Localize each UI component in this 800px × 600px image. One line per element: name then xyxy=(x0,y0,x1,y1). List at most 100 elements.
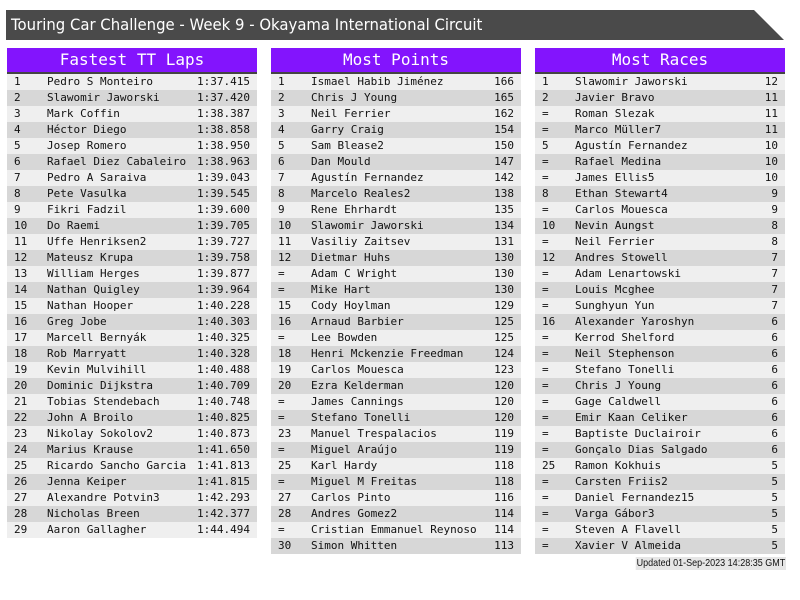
driver-name: Steven A Flavell xyxy=(575,523,681,536)
row-value: 1:37.420 xyxy=(197,91,250,104)
row-rank: = xyxy=(542,203,549,216)
table-row: 2 Chris J Young 165 xyxy=(271,90,521,106)
driver-name: Nathan Quigley xyxy=(47,283,140,296)
row-rank: 27 xyxy=(278,491,292,504)
row-rank: = xyxy=(542,395,549,408)
row-value: 1:44.494 xyxy=(197,523,250,536)
driver-name: Mark Coffin xyxy=(47,107,120,120)
table-row: 28 Nicholas Breen 1:42.377 xyxy=(7,506,257,522)
driver-name: Marco Müller7 xyxy=(575,123,662,136)
row-value: 125 xyxy=(494,331,514,344)
row-rank: 28 xyxy=(14,507,28,520)
row-rank: 28 xyxy=(278,507,292,520)
row-rank: 2 xyxy=(14,91,21,104)
row-value: 1:38.950 xyxy=(197,139,250,152)
row-rank: 2 xyxy=(542,91,549,104)
row-value: 7 xyxy=(771,267,778,280)
table-row: 2 Slawomir Jaworski 1:37.420 xyxy=(7,90,257,106)
table-row: 5 Josep Romero 1:38.950 xyxy=(7,138,257,154)
driver-name: Gonçalo Dias Salgado xyxy=(575,443,708,456)
table-row: = Rafael Medina 10 xyxy=(535,154,785,170)
row-value: 6 xyxy=(771,315,778,328)
row-value: 6 xyxy=(771,411,778,424)
row-value: 1:39.758 xyxy=(197,251,250,264)
driver-name: Carlos Pinto xyxy=(311,491,391,504)
table-row: 9 Fikri Fadzil 1:39.600 xyxy=(7,202,257,218)
row-value: 166 xyxy=(494,75,514,88)
row-rank: 18 xyxy=(278,347,292,360)
table-row: = Steven A Flavell 5 xyxy=(535,522,785,538)
row-value: 1:40.328 xyxy=(197,347,250,360)
driver-name: Karl Hardy xyxy=(311,459,378,472)
row-value: 113 xyxy=(494,539,514,552)
row-value: 147 xyxy=(494,155,514,168)
row-rank: 18 xyxy=(14,347,28,360)
row-value: 1:39.043 xyxy=(197,171,250,184)
driver-name: Emir Kaan Celiker xyxy=(575,411,688,424)
row-rank: 5 xyxy=(542,139,549,152)
row-value: 1:40.303 xyxy=(197,315,250,328)
driver-name: Varga Gábor3 xyxy=(575,507,655,520)
row-rank: 8 xyxy=(542,187,549,200)
row-value: 1:42.377 xyxy=(197,507,250,520)
table-row: 16 Alexander Yaroshyn 6 xyxy=(535,314,785,330)
table-row: = Xavier V Almeida 5 xyxy=(535,538,785,554)
table-row: 29 Aaron Gallagher 1:44.494 xyxy=(7,522,257,538)
row-value: 6 xyxy=(771,379,778,392)
row-value: 8 xyxy=(771,219,778,232)
row-value: 1:39.727 xyxy=(197,235,250,248)
table-title: Most Races xyxy=(535,48,785,74)
driver-name: Marius Krause xyxy=(47,443,134,456)
row-value: 1:39.877 xyxy=(197,267,250,280)
driver-name: Josep Romero xyxy=(47,139,127,152)
driver-name: Ricardo Sancho Garcia xyxy=(47,459,187,472)
row-rank: = xyxy=(542,267,549,280)
most-races-table: Most Races 1 Slawomir Jaworski 12 2 Javier B… xyxy=(535,48,785,554)
driver-name: Xavier V Almeida xyxy=(575,539,681,552)
driver-name: Ethan Stewart4 xyxy=(575,187,668,200)
driver-name: Stefano Tonelli xyxy=(575,363,675,376)
row-rank: 29 xyxy=(14,523,28,536)
table-row: = Stefano Tonelli 120 xyxy=(271,410,521,426)
table-row: 28 Andres Gomez2 114 xyxy=(271,506,521,522)
row-value: 1:38.387 xyxy=(197,107,250,120)
row-rank: 27 xyxy=(14,491,28,504)
table-row: = Emir Kaan Celiker 6 xyxy=(535,410,785,426)
row-rank: 17 xyxy=(14,331,28,344)
row-rank: 12 xyxy=(542,251,556,264)
table-row: 12 Andres Stowell 7 xyxy=(535,250,785,266)
driver-name: Dietmar Huhs xyxy=(311,251,391,264)
title-bar: Touring Car Challenge - Week 9 - Okayama… xyxy=(6,10,784,40)
row-rank: = xyxy=(542,523,549,536)
driver-name: Andres Gomez2 xyxy=(311,507,398,520)
driver-name: Aaron Gallagher xyxy=(47,523,147,536)
table-row: = Adam C Wright 130 xyxy=(271,266,521,282)
row-rank: 3 xyxy=(278,107,285,120)
row-rank: 16 xyxy=(14,315,28,328)
row-rank: = xyxy=(542,411,549,424)
table-row: 13 William Herges 1:39.877 xyxy=(7,266,257,282)
table-row: = Marco Müller7 11 xyxy=(535,122,785,138)
table-row: 26 Jenna Keiper 1:41.815 xyxy=(7,474,257,490)
driver-name: Tobias Stendebach xyxy=(47,395,160,408)
row-value: 119 xyxy=(494,427,514,440)
table-row: 18 Henri Mckenzie Freedman 124 xyxy=(271,346,521,362)
most-points-table: Most Points 1 Ismael Habib Jiménez 166 2 Chr… xyxy=(271,48,521,554)
row-value: 116 xyxy=(494,491,514,504)
row-value: 1:40.228 xyxy=(197,299,250,312)
driver-name: Do Raemi xyxy=(47,219,100,232)
row-rank: 12 xyxy=(14,251,28,264)
table-row: = Lee Bowden 125 xyxy=(271,330,521,346)
row-value: 1:42.293 xyxy=(197,491,250,504)
table-row: 20 Dominic Dijkstra 1:40.709 xyxy=(7,378,257,394)
table-row: 7 Pedro A Saraiva 1:39.043 xyxy=(7,170,257,186)
row-rank: 10 xyxy=(14,219,28,232)
row-rank: = xyxy=(542,107,549,120)
row-value: 1:40.748 xyxy=(197,395,250,408)
row-rank: 8 xyxy=(278,187,285,200)
table-row: 5 Agustín Fernandez 10 xyxy=(535,138,785,154)
row-value: 1:40.873 xyxy=(197,427,250,440)
table-row: 12 Mateusz Krupa 1:39.758 xyxy=(7,250,257,266)
row-rank: = xyxy=(278,411,285,424)
driver-name: Louis Mcghee xyxy=(575,283,655,296)
